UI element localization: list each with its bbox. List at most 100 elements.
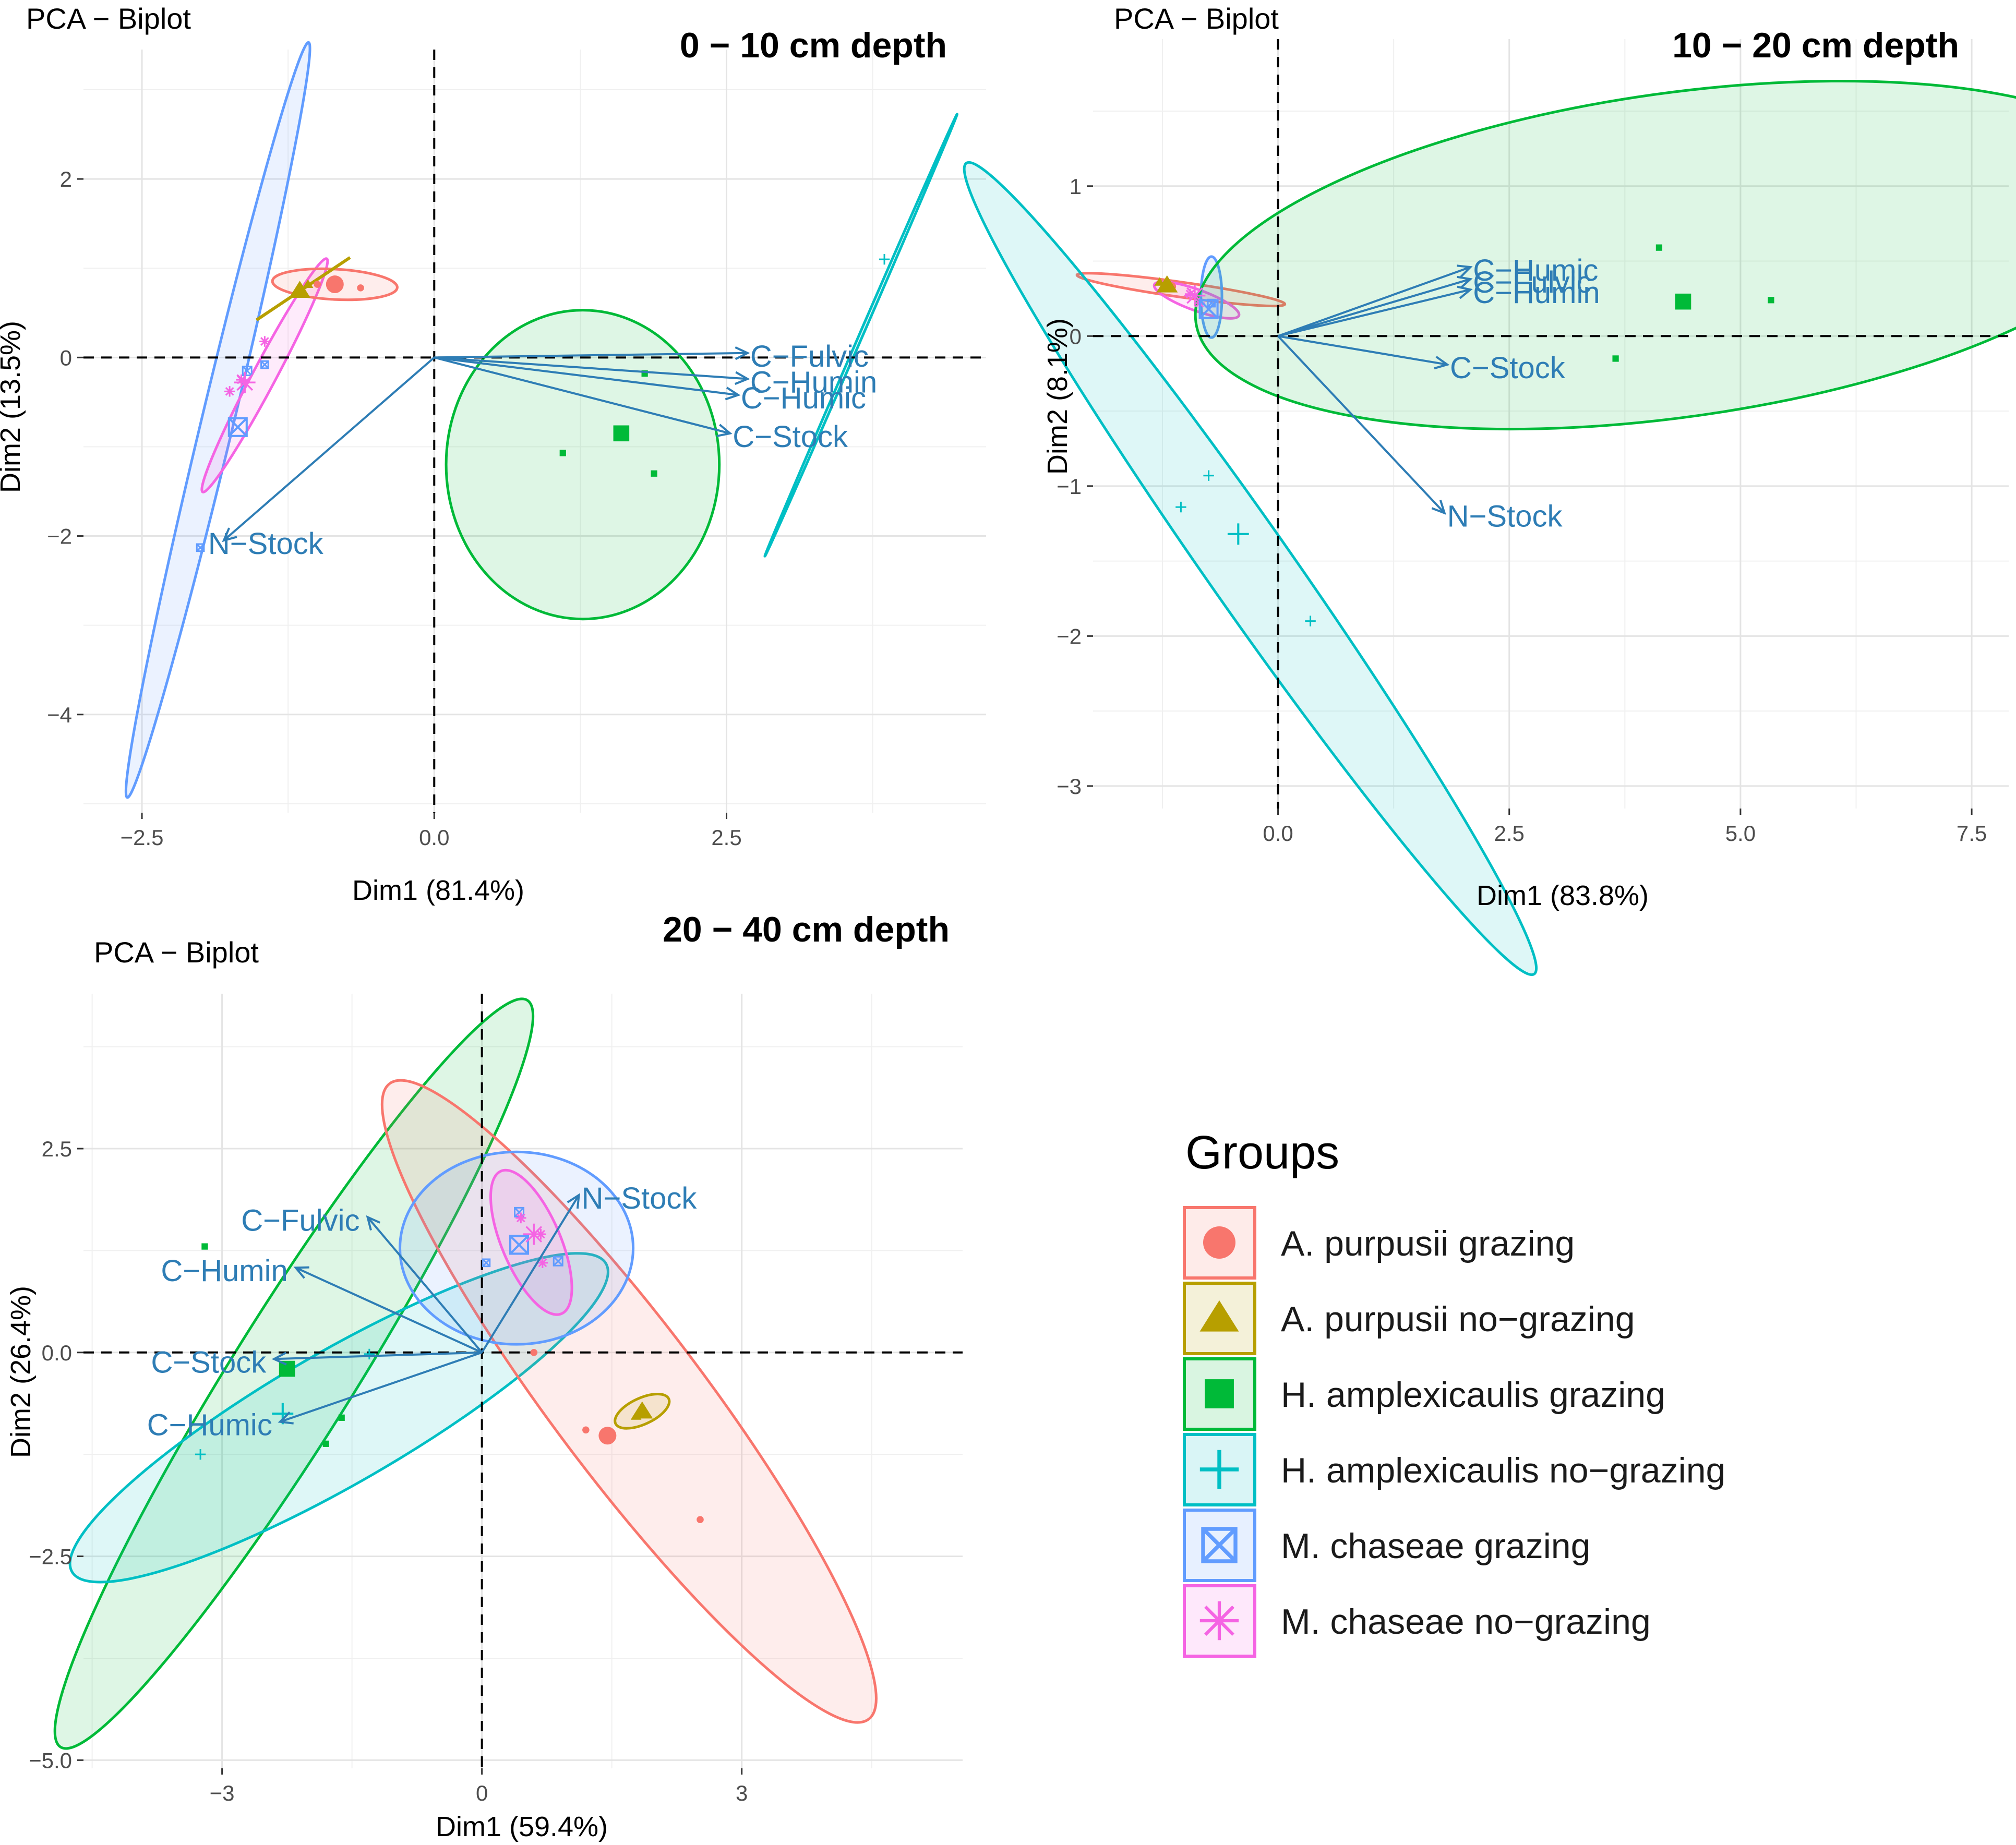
loading-arrow-head [222, 527, 237, 542]
plot-title: PCA − Biplot [94, 936, 259, 969]
concentration-ellipse-ap_g [380, 1079, 878, 1724]
y-tick-label: −2 [1057, 624, 1082, 648]
x-tick-label: 5.0 [1725, 821, 1756, 846]
point-mc_g [514, 1207, 525, 1217]
x-tick-label: 0.0 [1263, 821, 1293, 846]
loading-arrow-line [1277, 266, 1471, 337]
concentration-ellipse-mc_ng [200, 257, 329, 493]
point-mc_g [260, 360, 269, 369]
concentration-ellipse-ha_ng [963, 161, 1538, 976]
loading-arrow: N−Stock [1277, 335, 1563, 534]
legend-item-label: H. amplexicaulis no−grazing [1281, 1451, 1725, 1490]
loading-arrow-label: C−Humin [750, 365, 877, 399]
point-mc_g [482, 1258, 491, 1268]
point-ha_ng [364, 1348, 375, 1360]
loading-arrow-label: C−Fulvic [750, 340, 869, 373]
loading-arrow-label: C−Fulvic [1473, 266, 1591, 299]
point-mc_ng [1184, 285, 1206, 307]
loading-arrow-head [1434, 356, 1450, 370]
point-ap_g [530, 1348, 538, 1356]
x-axis-title: Dim1 (83.8%) [1477, 880, 1649, 911]
point-mc_g [553, 1256, 563, 1267]
legend-item-ha_ng: H. amplexicaulis no−grazing [1183, 1433, 1725, 1506]
legend-item-label: H. amplexicaulis grazing [1281, 1375, 1665, 1415]
depth-subtitle: 0 − 10 cm depth [680, 26, 947, 65]
grid [83, 994, 963, 1768]
loading-arrow-head [725, 387, 741, 401]
legend-key-boxx [1201, 1527, 1238, 1563]
loading-arrow-label: C−Stock [1450, 351, 1566, 385]
point-mc_ng [234, 371, 256, 393]
point-mc_ng [224, 386, 235, 397]
loading-arrow-line [434, 356, 748, 380]
legend-key-triangle [1199, 1300, 1239, 1332]
point-mc_ng [259, 336, 270, 347]
point-ha_g [201, 1243, 208, 1250]
point-ap_g [598, 1427, 617, 1445]
point-mc_ng [523, 1223, 545, 1245]
point-ha_ng [1203, 470, 1214, 481]
loading-arrow-label: N−Stock [208, 527, 324, 561]
loading-arrow: N−Stock [208, 356, 435, 561]
point-ap_ng [302, 279, 314, 288]
point-ha_g [651, 470, 657, 477]
loading-arrow-line [274, 1351, 482, 1360]
loading-arrow-label: C−Humic [741, 381, 866, 415]
y-tick-label: 0 [60, 345, 72, 370]
point-ha_ng [879, 254, 890, 265]
legend-item-label: A. purpusii no−grazing [1281, 1299, 1635, 1339]
x-tick-label: 0.0 [419, 825, 449, 850]
biplot-panel-20-40cm: N−Stock C−Fulvic C−Humin C−Stock C−Humic −3 0 3… [5, 910, 963, 1842]
legend-item-mc_ng: M. chaseae no−grazing [1183, 1584, 1651, 1658]
loading-arrow-label: C−Stock [151, 1345, 267, 1379]
loading-arrow-head [271, 1352, 287, 1366]
point-ap_g [326, 275, 344, 294]
x-tick-label: 3 [736, 1781, 748, 1805]
y-tick-label: 1 [1070, 174, 1082, 199]
loading-arrow-line [1277, 335, 1446, 514]
legend-key-circle [1203, 1226, 1235, 1259]
loading-arrow: C−Humin [434, 356, 877, 399]
loading-arrow-line [434, 356, 739, 396]
loading-arrow-head [1457, 285, 1473, 299]
point-mc_g [196, 543, 205, 552]
point-ha_g [613, 425, 630, 442]
loading-arrow-label: C−Humin [161, 1254, 287, 1288]
point-ap_g [357, 284, 364, 292]
y-tick-label: 0 [1070, 324, 1082, 348]
depth-subtitle: 10 − 20 cm depth [1672, 26, 1959, 65]
loading-arrow-line [434, 352, 748, 359]
point-ap_g [697, 1516, 704, 1524]
point-ha_g [1768, 297, 1774, 304]
point-ap_g [314, 281, 321, 288]
y-tick-label: −1 [1057, 474, 1082, 499]
point-mc_g [227, 417, 248, 437]
loading-arrow-head [716, 424, 733, 437]
legend-item-label: A. purpusii grazing [1281, 1224, 1575, 1263]
loading-arrow-label: C−Humic [1473, 254, 1598, 287]
point-ha_g [559, 450, 566, 456]
point-ha_g [338, 1414, 345, 1421]
y-tick-label: −4 [47, 703, 72, 727]
x-axis-title: Dim1 (59.4%) [436, 1811, 608, 1842]
point-mc_g [509, 1235, 530, 1255]
loading-arrow-head [293, 1266, 309, 1279]
loading-arrow: C−Stock [1278, 335, 1566, 385]
point-ap_ng [289, 281, 311, 298]
y-tick-label: 0.0 [42, 1341, 72, 1365]
point-ap_ng [1154, 277, 1165, 286]
point-ha_ng [1227, 523, 1249, 545]
x-axis-title: Dim1 (81.4%) [352, 875, 524, 906]
loading-arrow-label: C−Stock [733, 420, 848, 454]
loading-arrow: C−Fulvic [434, 340, 869, 373]
loading-arrow-line [1278, 335, 1448, 366]
concentration-ellipse-ha_g [1194, 79, 2016, 431]
x-tick-label: −3 [210, 1781, 235, 1805]
loading-arrow: C−Humic [1277, 254, 1598, 337]
x-tick-label: −2.5 [121, 825, 164, 850]
point-ha_g [1675, 293, 1691, 310]
point-ap_ng [1156, 275, 1178, 293]
point-ha_ng [195, 1449, 206, 1460]
